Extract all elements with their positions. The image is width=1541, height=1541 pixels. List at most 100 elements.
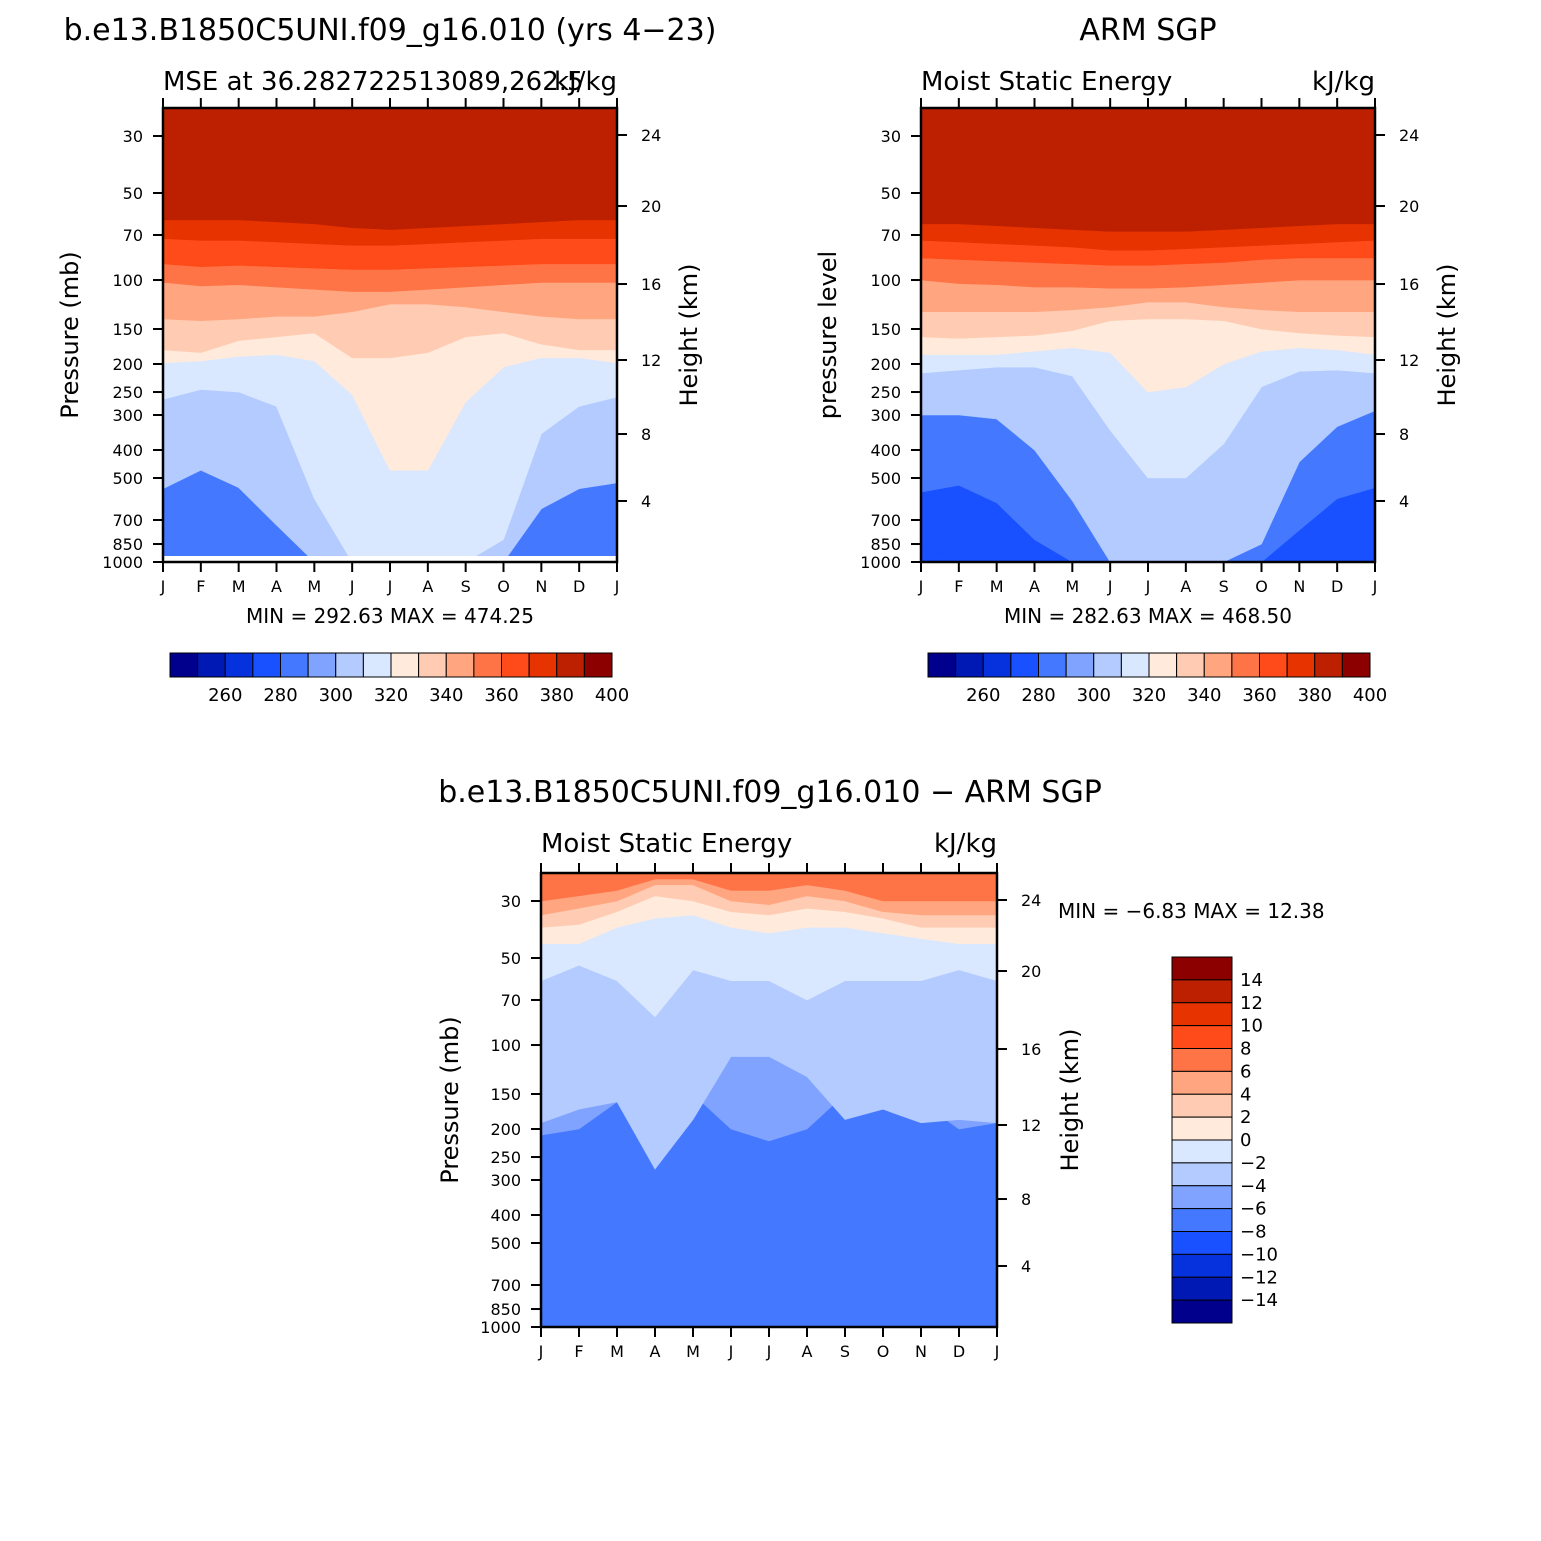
colorbar-label: −4	[1240, 1176, 1267, 1197]
colorbar-box	[1148, 652, 1178, 678]
y-tick-label: 150	[112, 320, 143, 339]
min-max-stats: MIN = −6.83 MAX = 12.38	[1058, 899, 1325, 923]
y-tick-label-right: 24	[1399, 126, 1419, 145]
y-tick-label: 850	[870, 535, 901, 554]
colorbar-box	[927, 652, 957, 678]
colorbar-label: −2	[1240, 1153, 1267, 1174]
colorbar-label: 300	[319, 685, 353, 706]
x-tick-label: J	[1372, 577, 1378, 596]
y-tick-label: 50	[881, 184, 901, 203]
y-tick-label-right: 20	[1021, 962, 1041, 981]
contour-band	[162, 107, 618, 230]
x-tick-label: O	[1255, 577, 1268, 596]
colorbar-label: 260	[208, 685, 242, 706]
colorbar-box	[390, 652, 420, 678]
colorbar-label: 2	[1240, 1107, 1251, 1128]
colorbar-label: −6	[1240, 1199, 1267, 1220]
x-tick-label: M	[1065, 577, 1079, 596]
y-tick-label: 30	[501, 892, 521, 911]
y-tick-label: 400	[870, 441, 901, 460]
colorbar-label: 10	[1240, 1016, 1263, 1037]
y-tick-label-right: 4	[641, 492, 651, 511]
colorbar-box	[1171, 1025, 1233, 1049]
y-tick-label: 30	[881, 127, 901, 146]
y-tick-label-right: 16	[641, 275, 661, 294]
y-tick-label: 850	[490, 1300, 521, 1319]
x-tick-label: J	[160, 577, 166, 596]
colorbar-label: −10	[1240, 1244, 1278, 1265]
x-tick-label: N	[535, 577, 547, 596]
y-tick-label-right: 4	[1021, 1257, 1031, 1276]
y-tick-label-right: 4	[1399, 492, 1409, 511]
colorbar-box	[307, 652, 337, 678]
x-tick-label: J	[728, 1342, 734, 1361]
y-axis-label: pressure level	[814, 251, 842, 419]
x-tick-label: J	[349, 577, 355, 596]
colorbar-box	[1065, 652, 1095, 678]
colorbar-box	[528, 652, 558, 678]
y-axis-label: Pressure (mb)	[436, 1016, 464, 1183]
plot-subtitle-right: kJ/kg	[1312, 67, 1375, 97]
x-tick-label: J	[387, 577, 393, 596]
colorbar-box	[1203, 652, 1233, 678]
y-axis-label-right: Height (km)	[675, 264, 703, 407]
y-tick-label-right: 8	[641, 425, 651, 444]
y-tick-label-right: 24	[1021, 891, 1041, 910]
colorbar-label: −14	[1240, 1290, 1278, 1311]
min-max-stats: MIN = 292.63 MAX = 474.25	[246, 604, 534, 628]
colorbar-box	[1171, 1208, 1233, 1232]
x-tick-label: J	[994, 1342, 1000, 1361]
y-tick-label: 200	[490, 1120, 521, 1139]
x-tick-label: A	[422, 577, 433, 596]
y-tick-label: 30	[123, 127, 143, 146]
colorbar-label: 4	[1240, 1084, 1251, 1105]
plot-subtitle-left: Moist Static Energy	[541, 829, 792, 859]
x-tick-label: S	[1219, 577, 1229, 596]
colorbar-label: 360	[1242, 685, 1276, 706]
colorbar-label: −12	[1240, 1267, 1278, 1288]
colorbar-box	[473, 652, 502, 678]
x-tick-label: N	[1293, 577, 1305, 596]
colorbar-box	[1171, 1070, 1233, 1095]
colorbar-label: −8	[1240, 1222, 1267, 1243]
colorbar-box	[1171, 1093, 1233, 1118]
y-tick-label: 300	[112, 406, 143, 425]
x-tick-label: F	[196, 577, 205, 596]
x-tick-label: D	[953, 1342, 965, 1361]
plot-area: J F M A M J J A S O N D J 30 50 70 100 150 200 250 300 400 500…	[860, 98, 1419, 596]
colorbar-box	[1171, 956, 1233, 981]
y-tick-label-right: 20	[641, 197, 661, 216]
colorbar: 260 280 300 320 340 360 380 400	[927, 652, 1387, 706]
min-max-stats: MIN = 282.63 MAX = 468.50	[1004, 604, 1292, 628]
colorbar-box	[583, 652, 613, 678]
y-tick-label: 300	[870, 406, 901, 425]
x-tick-label: M	[232, 577, 246, 596]
y-tick-label-right: 16	[1021, 1040, 1041, 1059]
y-axis-label-right: Height (km)	[1056, 1029, 1084, 1172]
y-tick-label: 100	[490, 1036, 521, 1055]
panel-title: ARM SGP	[1079, 13, 1216, 48]
colorbar-label: 260	[966, 685, 1000, 706]
colorbar-box	[1171, 1185, 1233, 1210]
y-tick-label: 100	[112, 271, 143, 290]
colorbar-box	[280, 652, 309, 678]
colorbar-box	[1171, 1253, 1233, 1278]
y-tick-label-right: 8	[1399, 425, 1409, 444]
colorbar-box	[501, 652, 530, 678]
colorbar-box	[418, 652, 447, 678]
y-tick-label: 300	[490, 1171, 521, 1190]
x-tick-label: F	[954, 577, 963, 596]
colorbar-box	[1341, 652, 1371, 678]
x-tick-label: M	[990, 577, 1004, 596]
colorbar-label: 8	[1240, 1039, 1251, 1060]
colorbar-label: 320	[374, 685, 408, 706]
colorbar-label: 360	[484, 685, 518, 706]
colorbar-label: 320	[1132, 685, 1166, 706]
colorbar: 260 280 300 320 340 360 380 400	[169, 652, 629, 706]
colorbar-label: 380	[1298, 685, 1332, 706]
y-tick-label-right: 12	[1399, 351, 1419, 370]
y-tick-label: 250	[490, 1148, 521, 1167]
